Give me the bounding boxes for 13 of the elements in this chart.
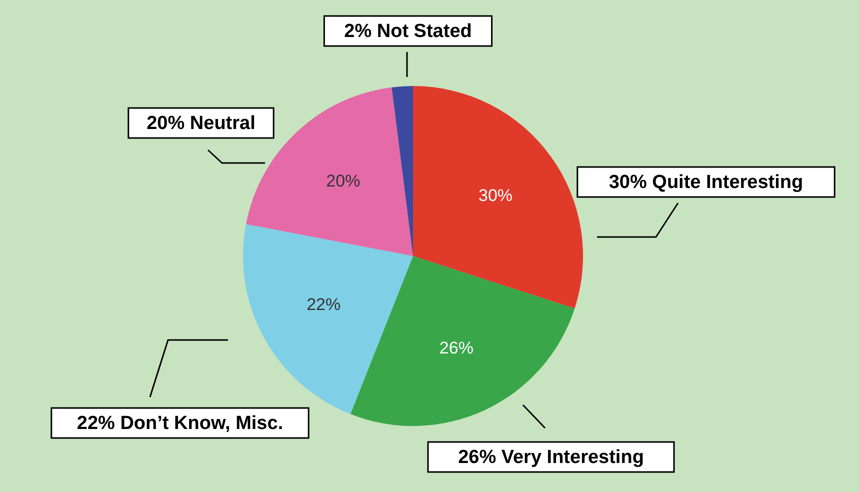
data-label: 26% — [439, 338, 474, 358]
data-label: 22% — [306, 295, 341, 314]
slice-label: 2% Not Stated — [344, 21, 472, 42]
slice-label: 30% Quite Interesting — [608, 172, 804, 193]
pie-slice — [350, 256, 575, 426]
data-label: 20% — [326, 172, 360, 191]
slice-label: 22% Don’t Know, Misc. — [76, 413, 284, 434]
data-label: 30% — [478, 186, 513, 206]
pie-slice — [243, 224, 413, 414]
pie-slice — [413, 86, 583, 309]
slice-label: 20% Neutral — [146, 113, 256, 134]
slice-label: 26% Very Interesting — [458, 447, 644, 468]
pie-slice — [392, 86, 413, 256]
